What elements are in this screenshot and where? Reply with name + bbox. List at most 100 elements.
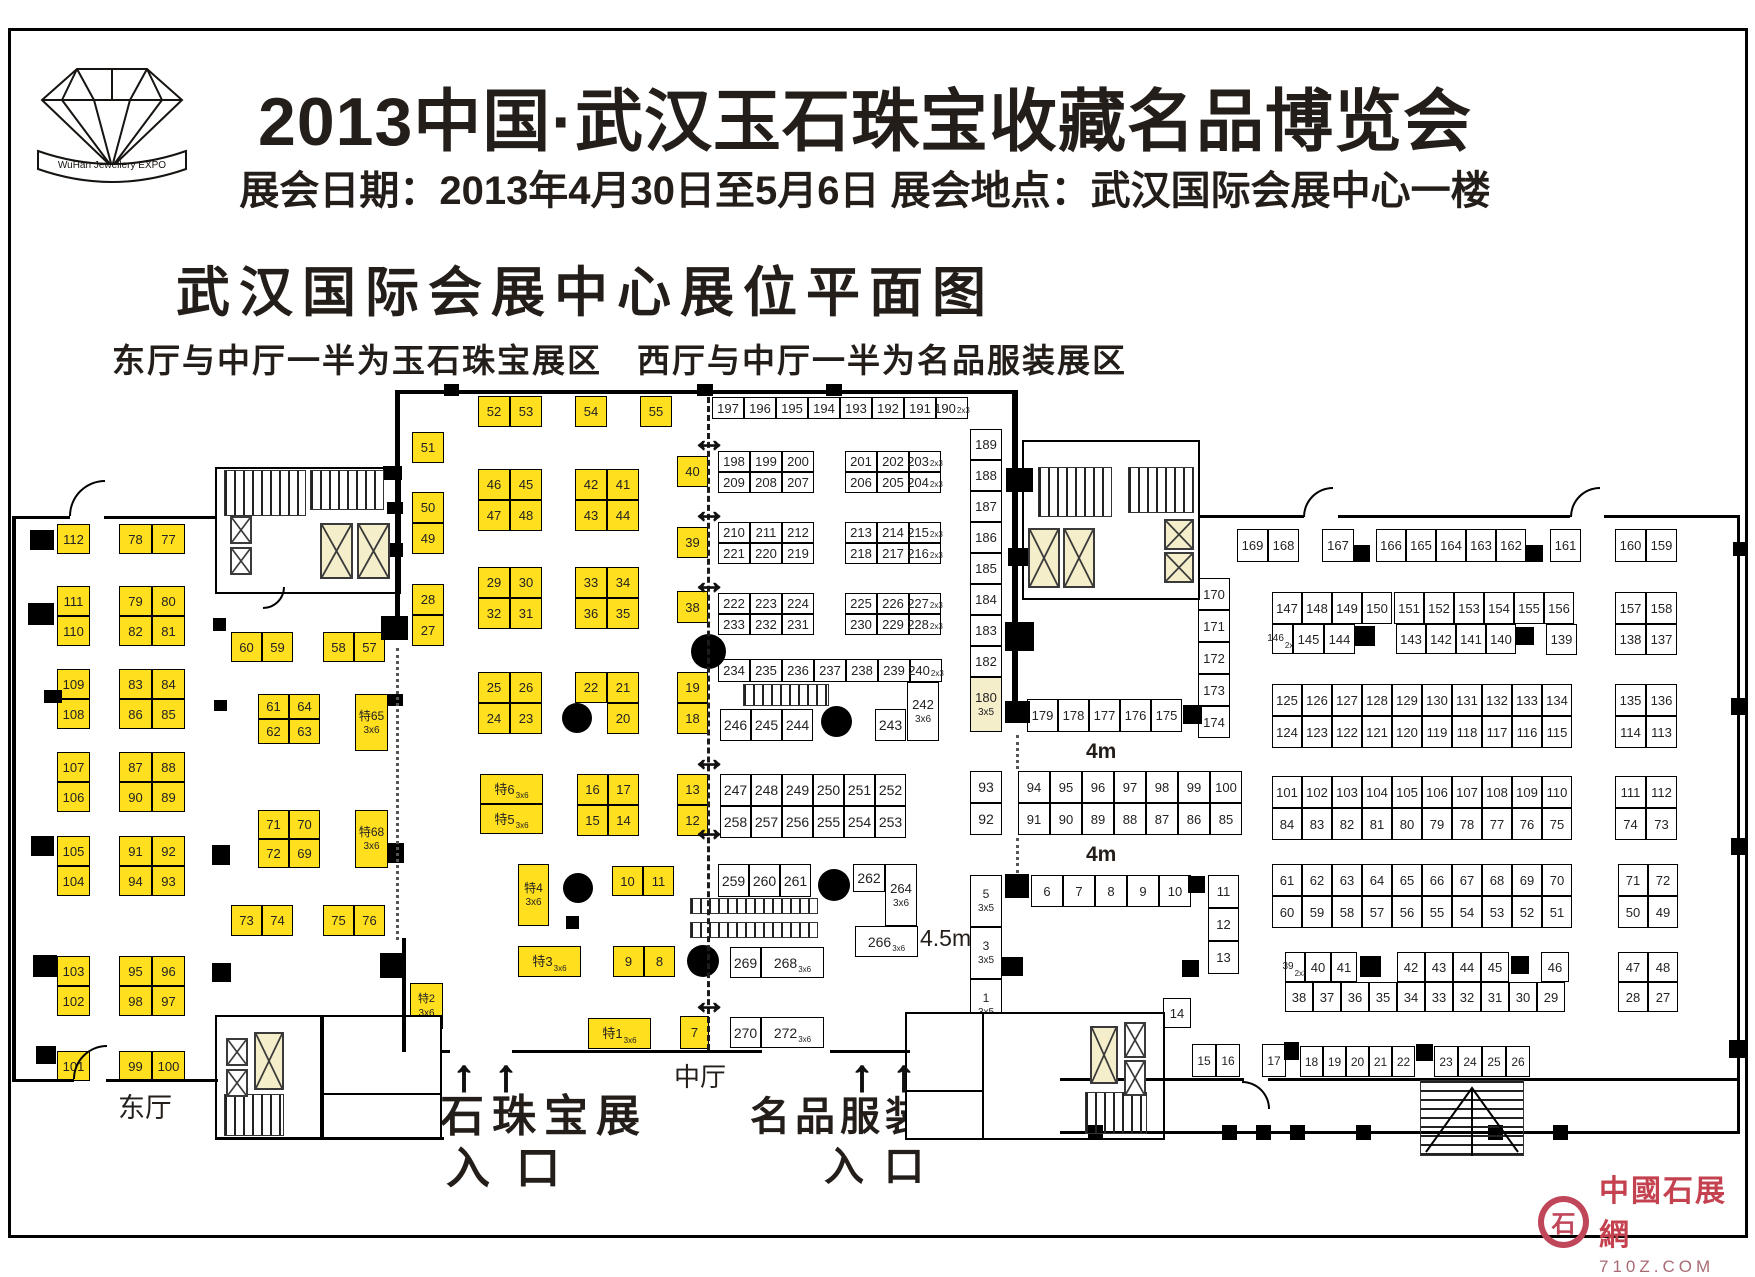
booth-c-196: 196 xyxy=(744,397,776,419)
booth-w-14: 14 xyxy=(1163,998,1191,1028)
booth-c-201: 201 xyxy=(845,451,877,472)
booth-c-255: 255 xyxy=(813,806,844,838)
booth-c-254: 254 xyxy=(844,806,875,838)
booth-c-198: 198 xyxy=(718,451,750,472)
room-divider xyxy=(905,1090,984,1092)
booth-w-28: 28 xyxy=(1618,982,1648,1012)
booth-m-13: 13 xyxy=(677,774,708,805)
booth-m-51: 51 xyxy=(412,432,444,463)
booth-e-80: 80 xyxy=(152,586,185,616)
booth-w-108: 108 xyxy=(1482,776,1512,808)
booth-w-131: 131 xyxy=(1452,684,1482,716)
booth-c-246: 246 xyxy=(720,709,751,741)
booth-e-91: 91 xyxy=(119,836,152,866)
booth-w-71: 71 xyxy=(1618,864,1648,896)
booth-w-107: 107 xyxy=(1452,776,1482,808)
floor-plan-title: 武汉国际会展中心展位平面图 xyxy=(176,263,995,323)
booth-w-149: 149 xyxy=(1332,592,1362,624)
booth-e-75: 75 xyxy=(323,905,354,936)
booth-w-126: 126 xyxy=(1302,684,1332,716)
stairs xyxy=(310,470,384,510)
booth-e-58: 58 xyxy=(323,632,354,662)
structural-post xyxy=(212,845,230,865)
booth-w-60: 60 xyxy=(1272,896,1302,928)
booth-w-153: 153 xyxy=(1454,592,1484,624)
structural-post xyxy=(1256,1125,1271,1140)
booth-c-216: 216 2x3 xyxy=(907,543,943,564)
booth-c-258: 258 xyxy=(720,806,751,838)
up-arrow-icon: ↑ xyxy=(452,1049,476,1101)
booth-m-22: 22 xyxy=(575,672,607,703)
structural-post xyxy=(1733,542,1747,556)
booth-w-100: 100 xyxy=(1210,771,1242,803)
booth-c-223: 223 xyxy=(750,593,782,614)
booth-m-26: 26 xyxy=(510,672,542,703)
booth-w-22: 22 xyxy=(1392,1046,1415,1077)
booth-c-208: 208 xyxy=(750,472,782,493)
booth-w-171: 171 xyxy=(1198,610,1230,642)
booth-w-139: 139 xyxy=(1546,624,1577,655)
booth-c-232: 232 xyxy=(750,614,782,635)
expo-logo: WuHan Jewellery EXPO xyxy=(37,68,187,183)
structural-post xyxy=(1416,1044,1433,1061)
booth-w-81: 81 xyxy=(1362,808,1392,840)
wall xyxy=(1012,390,1018,704)
structural-post xyxy=(1731,838,1748,855)
booth-c-247: 247 xyxy=(720,774,751,806)
booth-c-199: 199 xyxy=(750,451,782,472)
booth-w-178: 178 xyxy=(1058,699,1089,732)
aisle-width-label: 4.5m xyxy=(920,925,972,951)
booth-w-91: 91 xyxy=(1018,803,1050,835)
booth-w-164: 164 xyxy=(1436,529,1466,562)
booth-w-134: 134 xyxy=(1542,684,1572,716)
wall xyxy=(12,516,16,1082)
booth-m-41: 41 xyxy=(607,469,639,500)
building-core xyxy=(322,1015,442,1139)
booth-e-93: 93 xyxy=(152,866,185,896)
boundary-dotted-line xyxy=(396,648,399,940)
booth-w-64: 64 xyxy=(1362,864,1392,896)
booth-c-214: 214 xyxy=(877,522,909,543)
booth-w-123: 123 xyxy=(1302,716,1332,748)
booth-e-特68: 特68 3x6 xyxy=(355,810,388,868)
booth-w-112: 112 xyxy=(1646,776,1677,808)
booth-e-103: 103 xyxy=(57,956,90,986)
booth-w-69: 69 xyxy=(1512,864,1542,896)
booth-w-25: 25 xyxy=(1482,1046,1506,1077)
booth-w-138: 138 xyxy=(1615,624,1646,655)
booth-w-35: 35 xyxy=(1369,982,1397,1012)
booth-w-160: 160 xyxy=(1615,529,1646,562)
booth-m-27: 27 xyxy=(412,615,444,646)
booth-m-15: 15 xyxy=(577,805,608,836)
booth-w-93: 93 xyxy=(970,771,1002,803)
booth-w-170: 170 xyxy=(1198,578,1230,610)
booth-c-194: 194 xyxy=(808,397,840,419)
booth-c-228: 228 2x3 xyxy=(907,614,943,635)
booth-m-40: 40 xyxy=(677,456,708,487)
double-arrow-icon: ↔ xyxy=(691,980,727,1021)
booth-w-161: 161 xyxy=(1550,529,1581,562)
booth-w-12: 12 xyxy=(1208,908,1239,941)
booth-m-54: 54 xyxy=(575,396,607,427)
booth-c-236: 236 xyxy=(782,659,814,682)
booth-w-162: 162 xyxy=(1496,529,1526,562)
booth-c-261: 261 xyxy=(780,864,811,897)
booth-m-50: 50 xyxy=(412,492,444,523)
booth-w-46: 46 xyxy=(1541,952,1569,982)
booth-e-109: 109 xyxy=(57,669,90,699)
booth-w-120: 120 xyxy=(1392,716,1422,748)
booth-w-42: 42 xyxy=(1397,952,1425,982)
booth-e-105: 105 xyxy=(57,836,90,866)
booth-w-168: 168 xyxy=(1268,529,1299,562)
booth-w-102: 102 xyxy=(1302,776,1332,808)
booth-w-40: 40 xyxy=(1305,952,1331,982)
booth-w-57: 57 xyxy=(1362,896,1392,928)
up-arrow-icon: ↑ xyxy=(494,1049,518,1101)
structural-post xyxy=(387,694,403,706)
booth-m-28: 28 xyxy=(412,584,444,615)
booth-e-61: 61 xyxy=(258,694,289,719)
booth-e-89: 89 xyxy=(152,782,185,812)
booth-m-47: 47 xyxy=(478,500,510,531)
booth-w-104: 104 xyxy=(1362,776,1392,808)
boundary-dotted-line xyxy=(1016,735,1019,769)
